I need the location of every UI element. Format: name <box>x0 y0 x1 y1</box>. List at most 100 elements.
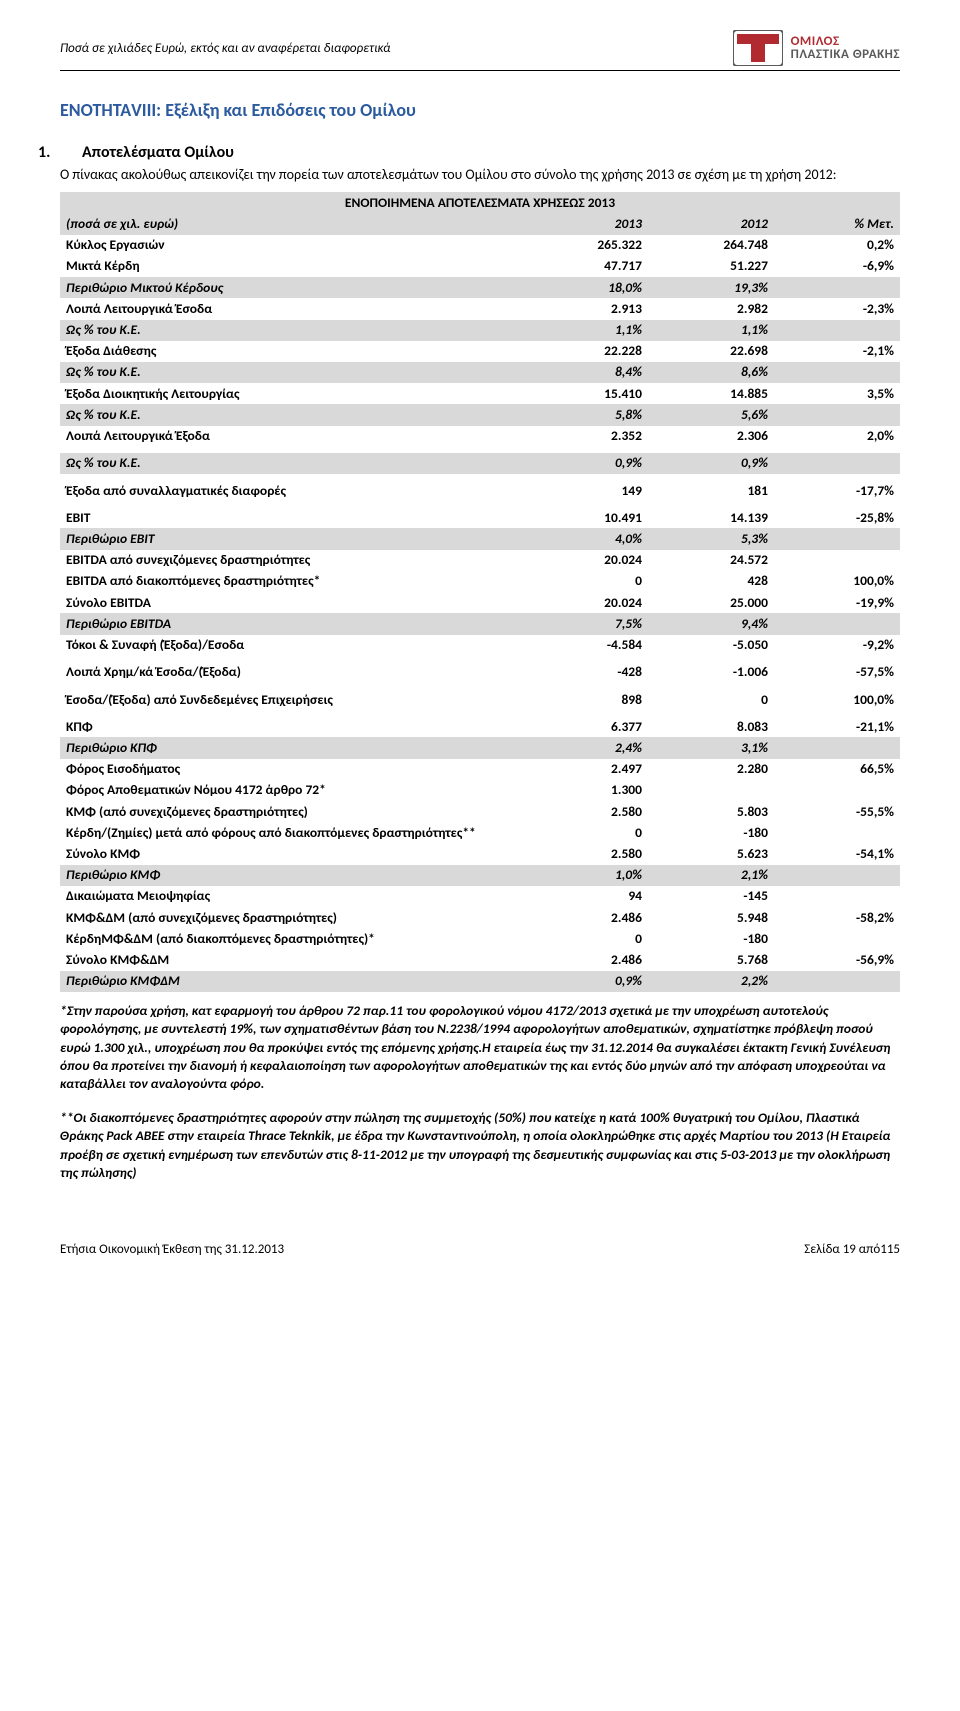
table-cell: 1,0% <box>522 865 648 886</box>
table-header-cell: (ποσά σε χιλ. ευρώ) <box>60 213 522 234</box>
table-cell: Λοιπά Λειτουργικά Έξοδα <box>60 426 522 447</box>
table-cell: Περιθώριο ΕΒΙΤ <box>60 528 522 549</box>
footer-right: Σελίδα 19 από115 <box>804 1242 900 1257</box>
table-row: ΚέρδηΜΦ&ΔΜ (από διακοπτόμενες δραστηριότ… <box>60 928 900 949</box>
table-cell: 2.352 <box>522 426 648 447</box>
table-cell: -54,1% <box>774 844 900 865</box>
table-header-cell: 2012 <box>648 213 774 234</box>
table-cell: Φόρος Εισοδήματος <box>60 759 522 780</box>
table-row: Ως % του Κ.Ε.5,8%5,6% <box>60 404 900 425</box>
table-row: Μικτά Κέρδη47.71751.227-6,9% <box>60 256 900 277</box>
table-cell: 0,9% <box>522 971 648 992</box>
table-cell: Κύκλος Εργασιών <box>60 235 522 256</box>
subsection-heading: 1.Αποτελέσματα Ομίλου <box>82 143 900 162</box>
logo-line2: ΠΛΑΣΤΙΚΑ ΘΡΑΚΗΣ <box>791 48 900 61</box>
table-cell: 15.410 <box>522 383 648 404</box>
table-cell: 0,9% <box>648 453 774 474</box>
table-cell: 0 <box>522 822 648 843</box>
table-cell: -4.584 <box>522 635 648 656</box>
table-cell: 8,6% <box>648 362 774 383</box>
table-cell: 2,0% <box>774 426 900 447</box>
footnote-1: *Στην παρούσα χρήση, κατ εφαρμογή του άρ… <box>60 1002 900 1093</box>
table-cell: 2.982 <box>648 298 774 319</box>
table-row: Ως % του Κ.Ε.1,1%1,1% <box>60 320 900 341</box>
table-cell: 20.024 <box>522 550 648 571</box>
table-cell <box>774 928 900 949</box>
table-cell: 3,1% <box>648 737 774 758</box>
table-cell <box>774 780 900 801</box>
logo: ΟΜΙΛΟΣ ΠΛΑΣΤΙΚΑ ΘΡΑΚΗΣ <box>733 30 900 66</box>
table-cell: -2,3% <box>774 298 900 319</box>
table-cell <box>774 277 900 298</box>
table-cell: 100,0% <box>774 571 900 592</box>
table-cell: Ως % του Κ.Ε. <box>60 362 522 383</box>
table-cell <box>774 971 900 992</box>
table-cell: 5,3% <box>648 528 774 549</box>
table-cell: 2.497 <box>522 759 648 780</box>
table-cell: 264.748 <box>648 235 774 256</box>
table-row: Έξοδα Διοικητικής Λειτουργίας15.41014.88… <box>60 383 900 404</box>
table-cell: ΚΜΦ&ΔΜ (από συνεχιζόμενες δραστηριότητες… <box>60 907 522 928</box>
table-row: Σύνολο ΚΜΦ&ΔΜ2.4865.768-56,9% <box>60 950 900 971</box>
table-cell: Σύνολο ΚΜΦ&ΔΜ <box>60 950 522 971</box>
table-cell: Λοιπά Λειτουργικά Έσοδα <box>60 298 522 319</box>
table-cell: 149 <box>522 480 648 501</box>
footer-left: Ετήσια Οικονομική Έκθεση της 31.12.2013 <box>60 1242 284 1257</box>
table-cell: 14.139 <box>648 507 774 528</box>
table-cell: EBIT <box>60 507 522 528</box>
table-cell: 6.377 <box>522 716 648 737</box>
table-cell: Ως % του Κ.Ε. <box>60 453 522 474</box>
table-cell: -2,1% <box>774 341 900 362</box>
table-cell: 100,0% <box>774 689 900 710</box>
table-row: Περιθώριο ΕΒΙΤ4,0%5,3% <box>60 528 900 549</box>
table-row: Φόρος Εισοδήματος2.4972.28066,5% <box>60 759 900 780</box>
table-cell: Περιθώριο ΚΠΦ <box>60 737 522 758</box>
intro-paragraph: Ο πίνακας ακολούθως απεικονίζει την πορε… <box>60 166 900 184</box>
table-cell <box>774 528 900 549</box>
table-cell: 265.322 <box>522 235 648 256</box>
table-cell: 5.803 <box>648 801 774 822</box>
table-cell: Έξοδα από συναλλαγματικές διαφορές <box>60 480 522 501</box>
table-row: Κύκλος Εργασιών265.322264.7480,2% <box>60 235 900 256</box>
table-cell <box>774 404 900 425</box>
table-row: Ως % του Κ.Ε.0,9%0,9% <box>60 453 900 474</box>
table-cell: -180 <box>648 822 774 843</box>
table-row: EBIT10.49114.139-25,8% <box>60 507 900 528</box>
table-cell: Σύνολο EBITDA <box>60 592 522 613</box>
table-cell: 1,1% <box>648 320 774 341</box>
table-row: ΚΠΦ6.3778.083-21,1% <box>60 716 900 737</box>
table-cell: 22.698 <box>648 341 774 362</box>
table-cell: Ως % του Κ.Ε. <box>60 404 522 425</box>
table-cell: -1.006 <box>648 662 774 683</box>
table-cell: -145 <box>648 886 774 907</box>
table-cell: ΚΜΦ (από συνεχιζόμενες δραστηριότητες) <box>60 801 522 822</box>
table-cell <box>774 865 900 886</box>
table-cell: 8,4% <box>522 362 648 383</box>
table-cell: 3,5% <box>774 383 900 404</box>
table-cell: 2.306 <box>648 426 774 447</box>
table-cell: -19,9% <box>774 592 900 613</box>
table-cell: 2.280 <box>648 759 774 780</box>
table-cell: 0 <box>522 928 648 949</box>
table-cell: 20.024 <box>522 592 648 613</box>
table-row: Περιθώριο ΚΜΦΔΜ0,9%2,2% <box>60 971 900 992</box>
table-title: ΕΝΟΠΟΙΗΜΕΝΑ ΑΠΟΤΕΛΕΣΜΑΤΑ ΧΡΗΣΕΩΣ 2013 <box>60 192 900 213</box>
table-cell: 5.948 <box>648 907 774 928</box>
table-cell <box>774 737 900 758</box>
table-cell: 2.580 <box>522 844 648 865</box>
table-cell: 898 <box>522 689 648 710</box>
table-row: Έξοδα από συναλλαγματικές διαφορές149181… <box>60 480 900 501</box>
table-cell: -55,5% <box>774 801 900 822</box>
footnote-2: **Οι διακοπτόμενες δραστηριότητες αφορού… <box>60 1109 900 1182</box>
table-header-cell: 2013 <box>522 213 648 234</box>
table-cell: 2.486 <box>522 907 648 928</box>
table-cell: -180 <box>648 928 774 949</box>
table-row: Σύνολο EBITDA20.02425.000-19,9% <box>60 592 900 613</box>
table-cell: 18,0% <box>522 277 648 298</box>
page-header: Ποσά σε χιλιάδες Ευρώ, εκτός και αν αναφ… <box>60 30 900 66</box>
table-row: Δικαιώματα Μειοψηφίας94-145 <box>60 886 900 907</box>
table-cell: Έξοδα Διάθεσης <box>60 341 522 362</box>
table-cell: -9,2% <box>774 635 900 656</box>
table-row: Περιθώριο EBITDA7,5%9,4% <box>60 613 900 634</box>
table-cell: 10.491 <box>522 507 648 528</box>
